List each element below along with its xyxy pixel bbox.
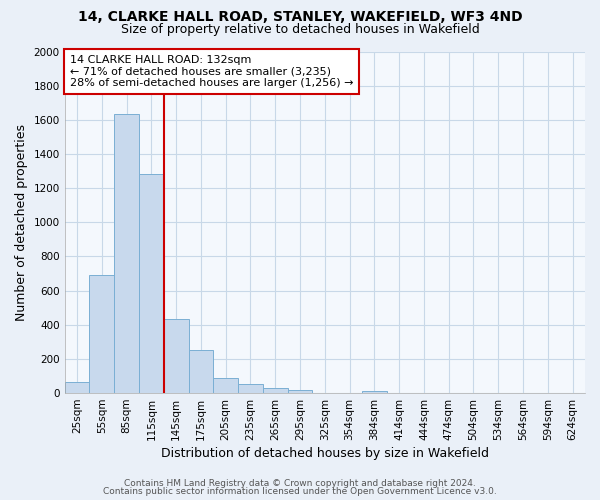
X-axis label: Distribution of detached houses by size in Wakefield: Distribution of detached houses by size …	[161, 447, 489, 460]
Text: Contains public sector information licensed under the Open Government Licence v3: Contains public sector information licen…	[103, 487, 497, 496]
Bar	[89, 275, 114, 393]
Bar	[188, 350, 214, 393]
Bar	[287, 390, 313, 393]
Bar	[65, 382, 89, 393]
Bar	[214, 378, 238, 393]
Text: 14, CLARKE HALL ROAD, STANLEY, WAKEFIELD, WF3 4ND: 14, CLARKE HALL ROAD, STANLEY, WAKEFIELD…	[77, 10, 523, 24]
Bar	[114, 114, 139, 393]
Y-axis label: Number of detached properties: Number of detached properties	[15, 124, 28, 321]
Bar	[139, 174, 164, 393]
Bar	[238, 384, 263, 393]
Text: Size of property relative to detached houses in Wakefield: Size of property relative to detached ho…	[121, 22, 479, 36]
Bar	[362, 390, 387, 393]
Bar	[164, 319, 188, 393]
Text: 14 CLARKE HALL ROAD: 132sqm
← 71% of detached houses are smaller (3,235)
28% of : 14 CLARKE HALL ROAD: 132sqm ← 71% of det…	[70, 55, 353, 88]
Text: Contains HM Land Registry data © Crown copyright and database right 2024.: Contains HM Land Registry data © Crown c…	[124, 478, 476, 488]
Bar	[263, 388, 287, 393]
